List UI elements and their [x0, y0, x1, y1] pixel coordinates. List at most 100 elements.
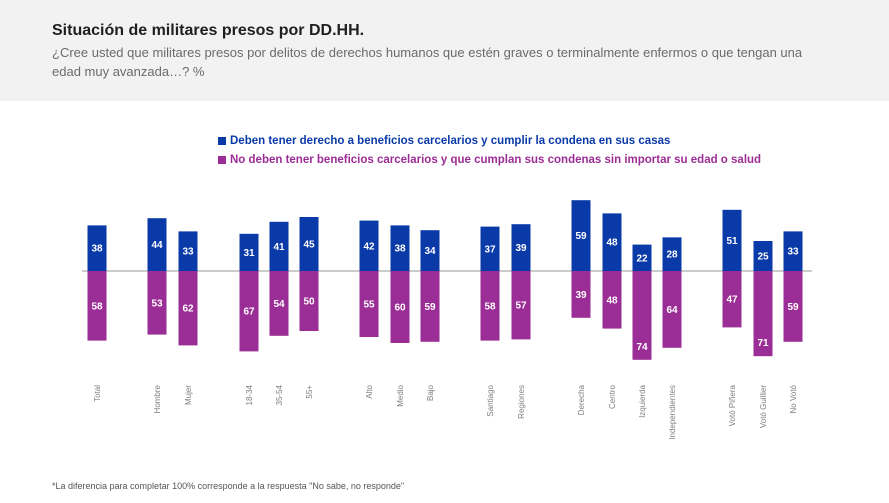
category-label: Centro — [608, 384, 617, 409]
bar-series-b — [147, 271, 167, 335]
bar-series-a — [359, 220, 379, 271]
category-label: Independientes — [668, 385, 677, 440]
bar-series-a — [662, 237, 682, 271]
data-label-a: 44 — [151, 240, 163, 251]
category-label: Votó Guillier — [759, 385, 768, 428]
data-label-b: 55 — [363, 300, 375, 311]
data-label-b: 58 — [484, 301, 496, 312]
data-label-a: 51 — [726, 236, 738, 247]
bar-series-a — [632, 244, 652, 271]
bar-series-a — [602, 213, 622, 271]
bar-series-b — [783, 271, 803, 342]
data-label-a: 34 — [424, 246, 436, 257]
data-label-a: 38 — [91, 244, 103, 255]
data-label-b: 67 — [243, 307, 255, 318]
bar-series-b — [420, 271, 440, 342]
category-label: Votó Piñera — [728, 384, 737, 426]
bar-series-a — [783, 231, 803, 271]
category-label: 55+ — [305, 385, 314, 399]
data-label-b: 47 — [726, 295, 738, 306]
bar-series-b — [511, 271, 531, 340]
category-label: 18-34 — [245, 384, 254, 405]
bar-series-a — [722, 209, 742, 271]
bar-series-b — [753, 271, 773, 357]
category-label: Bajo — [426, 384, 435, 401]
category-label: Alto — [365, 384, 374, 398]
bar-series-a — [571, 200, 591, 271]
bar-series-b — [480, 271, 500, 341]
bar-series-a — [390, 225, 410, 271]
category-label: Izquierda — [638, 384, 647, 417]
data-label-a: 31 — [243, 248, 255, 259]
category-label: Total — [93, 385, 102, 402]
data-label-a: 41 — [273, 242, 285, 253]
data-label-b: 74 — [636, 342, 648, 353]
bar-series-b — [602, 271, 622, 329]
data-label-a: 48 — [606, 238, 618, 249]
bar-series-a — [753, 241, 773, 271]
data-label-a: 25 — [757, 252, 769, 263]
footnote: *La diferencia para completar 100% corre… — [52, 481, 405, 491]
data-label-b: 62 — [182, 304, 194, 315]
category-label: Regiones — [517, 385, 526, 419]
data-label-a: 28 — [666, 250, 678, 261]
bar-series-a — [239, 233, 259, 271]
chart-legend: Deben tener derecho a beneficios carcela… — [218, 131, 761, 169]
legend-swatch-a — [218, 136, 226, 145]
header-band: Situación de militares presos por DD.HH.… — [0, 0, 889, 101]
bar-series-a — [480, 226, 500, 271]
data-label-b: 53 — [151, 298, 163, 309]
legend-item-a: Deben tener derecho a beneficios carcela… — [218, 131, 761, 150]
bar-series-b — [571, 271, 591, 318]
bar-series-a — [269, 221, 289, 271]
data-label-a: 59 — [575, 231, 587, 242]
data-label-a: 38 — [394, 244, 406, 255]
page-subtitle: ¿Cree usted que militares presos por del… — [52, 45, 803, 79]
data-label-b: 58 — [91, 301, 103, 312]
data-label-a: 45 — [303, 240, 315, 251]
data-label-a: 37 — [484, 244, 496, 255]
data-label-b: 60 — [394, 303, 406, 314]
category-label: Hombre — [153, 384, 162, 413]
bar-series-a — [147, 218, 167, 271]
data-label-a: 33 — [787, 247, 799, 258]
data-label-b: 59 — [424, 302, 436, 313]
bar-series-b — [299, 271, 319, 331]
data-label-b: 54 — [273, 299, 285, 310]
data-label-a: 33 — [182, 247, 194, 258]
bar-series-b — [390, 271, 410, 343]
category-label: Derecha — [577, 384, 586, 415]
bar-series-b — [359, 271, 379, 337]
data-label-b: 59 — [787, 302, 799, 313]
data-label-b: 71 — [757, 338, 769, 349]
bar-series-a — [299, 217, 319, 271]
bar-series-a — [87, 225, 107, 271]
bar-series-a — [420, 230, 440, 271]
legend-label-a: Deben tener derecho a beneficios carcela… — [230, 134, 671, 147]
category-label: Mujer — [184, 385, 193, 405]
bar-series-b — [722, 271, 742, 328]
bar-series-b — [632, 271, 652, 360]
legend-swatch-b — [218, 155, 226, 164]
category-label: Medio — [396, 384, 405, 406]
data-label-b: 50 — [303, 297, 315, 308]
data-label-b: 39 — [575, 290, 587, 301]
data-label-b: 48 — [606, 295, 618, 306]
bar-series-b — [662, 271, 682, 348]
bar-series-b — [87, 271, 107, 341]
bar-series-a — [511, 224, 531, 271]
category-label: 35-54 — [275, 384, 284, 405]
bar-series-b — [178, 271, 198, 346]
data-label-b: 57 — [515, 301, 527, 312]
legend-label-b: No deben tener beneficios carcelarios y … — [230, 153, 762, 166]
category-label: Santiago — [486, 384, 495, 416]
page-title: Situación de militares presos por DD.HH. — [52, 22, 365, 39]
data-label-a: 42 — [363, 241, 375, 252]
legend-item-b: No deben tener beneficios carcelarios y … — [218, 150, 761, 169]
bar-series-b — [269, 271, 289, 336]
data-label-a: 22 — [636, 253, 648, 264]
data-label-a: 39 — [515, 243, 527, 254]
bar-series-a — [178, 231, 198, 271]
bar-series-b — [239, 271, 259, 352]
